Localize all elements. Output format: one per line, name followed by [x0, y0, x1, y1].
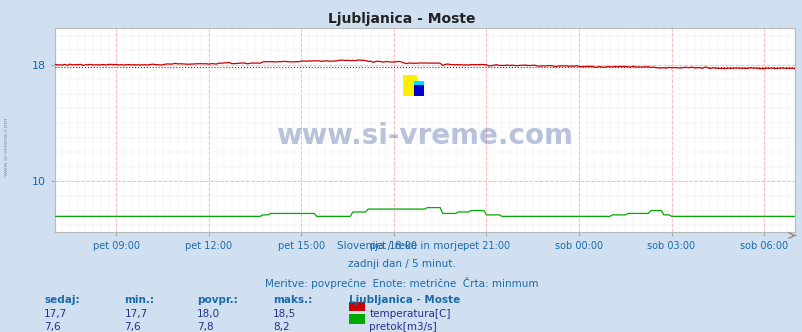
Text: maks.:: maks.: — [273, 295, 312, 305]
Text: min.:: min.: — [124, 295, 154, 305]
Text: Meritve: povprečne  Enote: metrične  Črta: minmum: Meritve: povprečne Enote: metrične Črta:… — [265, 277, 537, 289]
Text: 8,2: 8,2 — [273, 322, 290, 332]
Bar — [402, 75, 416, 96]
Text: Ljubljanica - Moste: Ljubljanica - Moste — [327, 12, 475, 26]
Text: 18,0: 18,0 — [196, 309, 220, 319]
Text: Ljubljanica - Moste: Ljubljanica - Moste — [349, 295, 460, 305]
Text: www.si-vreme.com: www.si-vreme.com — [4, 116, 9, 176]
Text: 17,7: 17,7 — [44, 309, 67, 319]
Text: povpr.:: povpr.: — [196, 295, 237, 305]
Bar — [414, 81, 423, 94]
Text: www.si-vreme.com: www.si-vreme.com — [276, 123, 573, 150]
Text: Slovenija / reke in morje.: Slovenija / reke in morje. — [336, 241, 466, 251]
Text: pretok[m3/s]: pretok[m3/s] — [369, 322, 436, 332]
Text: 7,6: 7,6 — [124, 322, 141, 332]
Text: 7,8: 7,8 — [196, 322, 213, 332]
Text: zadnji dan / 5 minut.: zadnji dan / 5 minut. — [347, 259, 455, 269]
Bar — [414, 85, 423, 96]
Text: 7,6: 7,6 — [44, 322, 61, 332]
Text: temperatura[C]: temperatura[C] — [369, 309, 450, 319]
Text: 18,5: 18,5 — [273, 309, 296, 319]
Text: sedaj:: sedaj: — [44, 295, 79, 305]
Text: 17,7: 17,7 — [124, 309, 148, 319]
